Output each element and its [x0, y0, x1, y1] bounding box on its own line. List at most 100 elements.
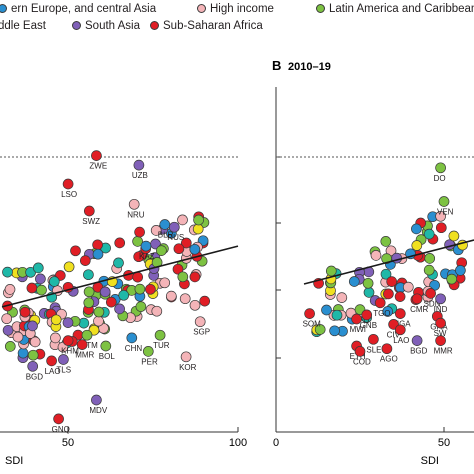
panel-a-point-kaz — [140, 240, 152, 252]
panel-a-data-point — [99, 286, 111, 298]
legend-swatch-sub-saharan-africa — [150, 21, 159, 30]
panel-b-unlabeled-points — [311, 210, 468, 338]
panel-b-data-point — [394, 291, 406, 302]
panel-b-data-point — [402, 281, 414, 293]
panel-a-data-point — [134, 283, 146, 295]
legend-swatch-high-income — [197, 4, 206, 13]
panel-a-data-point — [12, 331, 24, 343]
panel-b-point-label-mwi: MWI — [350, 325, 366, 334]
panel-a-data-point — [78, 317, 90, 329]
panel-a-data-point — [92, 239, 103, 251]
panel-a-point-label-per: PER — [141, 357, 158, 366]
panel-b: B 2010–19 0 50 SDI SOMAFGTGOCMRGNBMWINGA… — [272, 58, 474, 467]
panel-a-point-label-uzb: UZB — [132, 171, 148, 180]
panel-b-data-point — [363, 287, 375, 298]
panel-b-data-point — [448, 230, 460, 242]
panel-a-data-point — [4, 341, 16, 352]
panel-a-data-point — [165, 290, 177, 302]
legend-item-latin-america: Latin America and Caribbean — [316, 2, 474, 16]
panel-b-data-point — [321, 304, 332, 316]
panel-a-point-label-lao: LAO — [45, 367, 61, 376]
panel-a-point-lso — [62, 178, 74, 190]
panel-b-data-point — [370, 250, 382, 261]
panel-b-data-point — [411, 240, 423, 251]
panel-a-point-label-bol: BOL — [99, 352, 116, 361]
panel-b-point-label-sw: SW — [434, 329, 447, 338]
panel-b-data-point — [380, 268, 392, 280]
panel-a-data-point — [189, 271, 201, 283]
panel-a-data-point — [29, 336, 41, 348]
panel-a-point-swz — [83, 205, 95, 217]
panel-b-title: 2010–19 — [288, 61, 331, 73]
panel-b-data-point — [314, 324, 326, 335]
panel-a-data-point — [113, 257, 124, 269]
panel-b-data-point — [435, 210, 446, 222]
panel-b-point-label-tgo: TGO — [373, 309, 390, 318]
panel-a-point-tls — [58, 354, 69, 365]
panel-a-data-point — [189, 299, 201, 311]
panel-a-data-point — [93, 306, 105, 318]
panel-a-point-uzb — [133, 159, 145, 171]
panel-a-data-point — [159, 277, 171, 289]
legend-label-latin-america: Latin America and Caribbean — [329, 3, 474, 15]
panel-a-data-point — [135, 301, 147, 312]
panel-b-point-sle — [368, 333, 379, 345]
panel-a-data-point — [36, 284, 47, 296]
panel-b-point-ven — [438, 196, 450, 207]
panel-b-data-point — [455, 265, 466, 276]
panel-a-data-point — [19, 306, 31, 318]
panel-a-data-point — [27, 320, 38, 332]
panel-b-data-point — [411, 223, 422, 235]
panel-b-point-mwi — [351, 313, 362, 325]
panel-a-data-point — [193, 214, 204, 226]
panel-a-x-tick-label-100: 100 — [229, 437, 247, 449]
panel-b-point-ind — [435, 293, 446, 305]
panel-b-data-point — [380, 236, 392, 247]
panel-b-point-label-mmr: MMR — [434, 347, 453, 356]
panel-a-x-tick-label-50: 50 — [62, 437, 74, 449]
panel-a-point-label-kor: KOR — [179, 363, 197, 372]
panel-b-point-nga — [394, 308, 406, 319]
panel-a-data-point — [2, 324, 14, 336]
panel-b-point-label-eth: ETH — [350, 352, 366, 361]
legend-item-sub-saharan-africa: Sub-Saharan Africa — [150, 19, 263, 33]
panel-b-point-label-bgd: BGD — [410, 347, 428, 356]
panel-a-data-point — [199, 295, 211, 307]
panel-a-data-point — [32, 262, 44, 274]
panel-b-data-point — [329, 325, 340, 337]
panel-a-data-point — [83, 269, 94, 281]
legend-item-europe-central-asia: ern Europe, and central Asia — [0, 2, 156, 16]
panel-a-data-point — [83, 297, 95, 309]
legend-swatch-south-asia — [72, 21, 81, 30]
panel-a-data-point — [50, 314, 62, 326]
panel-a-data-point — [145, 283, 156, 295]
panel-a-point-bol — [100, 340, 112, 352]
panel-a-data-point — [114, 237, 126, 249]
panel-b-data-point — [423, 228, 435, 240]
panel-a-point-mmr — [76, 339, 88, 350]
legend-label-middle-east: ddle East — [0, 20, 46, 32]
panel-a-point-blr — [159, 219, 171, 230]
panel-b-point-mmr — [435, 335, 446, 346]
panel-a-point-gnq — [53, 413, 64, 425]
panel-b-data-point — [348, 276, 360, 287]
legend-label-europe-central-asia: ern Europe, and central Asia — [11, 3, 157, 15]
panel-b-point-cmr — [411, 293, 423, 305]
panel-b-point-tgo — [374, 297, 386, 309]
panel-b-data-point — [424, 253, 436, 264]
panel-b-point-som — [304, 308, 315, 319]
panel-b-point-label-civ: CIV — [387, 330, 401, 339]
panel-a-data-point — [173, 243, 185, 255]
panel-b-point-label-nga: NGA — [393, 320, 411, 329]
panel-a-point-label-gtm: GTM — [80, 341, 98, 350]
panel-b-trend-line — [303, 239, 474, 285]
panel-a-point-label-zwe: ZWE — [89, 162, 107, 171]
panel-a-data-point — [150, 225, 162, 236]
panel-a-point-label-gnq: GNQ — [52, 425, 70, 434]
panel-a-point-label-sgp: SGP — [193, 328, 210, 337]
panel-a-point-label-mdv: MDV — [89, 406, 107, 415]
panel-b-point-cod — [354, 346, 366, 357]
panel-a-data-point — [172, 263, 184, 275]
